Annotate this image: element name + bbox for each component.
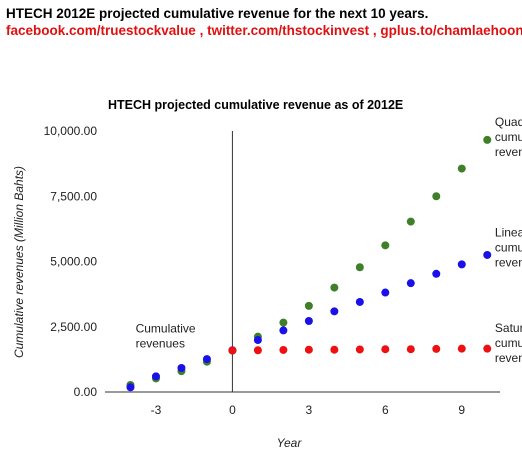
data-point	[355, 297, 364, 306]
y-axis-label: Cumulative revenues (Million Bahts)	[12, 166, 26, 358]
data-point	[483, 344, 492, 353]
data-point	[228, 346, 237, 355]
y-tick-label: 5,000.00	[50, 255, 97, 269]
data-point	[432, 269, 441, 278]
chart-title: HTECH projected cumulative revenue as of…	[108, 98, 403, 112]
y-tick-label: 7,500.00	[50, 189, 97, 203]
data-point	[483, 250, 492, 259]
annotation-line: Cumulative	[136, 321, 196, 335]
data-point	[381, 241, 390, 250]
data-point	[381, 345, 390, 354]
y-tick-label: 0.00	[74, 385, 98, 399]
data-point	[151, 372, 160, 381]
data-point	[355, 263, 364, 272]
series-annotation: Quadraticcumulativerevenues	[495, 115, 522, 159]
x-tick-label: -3	[151, 403, 162, 417]
data-point	[406, 217, 415, 226]
data-point	[253, 336, 262, 345]
data-point	[279, 318, 288, 327]
page-title: HTECH 2012E projected cumulative revenue…	[6, 6, 429, 21]
annotation-line: revenues	[495, 145, 522, 159]
data-point	[483, 135, 492, 144]
series-annotation: Linearcumulativerevenues	[495, 226, 522, 270]
x-tick-label: 0	[229, 403, 236, 417]
annotation-line: cumulative	[495, 241, 522, 255]
data-point	[381, 288, 390, 297]
chart-axes: -3 0 3 6 9 0.00 2,500.00 5,000.00 7,500.00 10,000…	[44, 124, 500, 417]
series-5	[228, 344, 492, 355]
y-tick-label: 2,500.00	[50, 320, 97, 334]
data-point	[279, 326, 288, 335]
data-point	[457, 260, 466, 269]
data-point	[304, 345, 313, 354]
data-point	[432, 344, 441, 353]
data-point	[330, 283, 339, 292]
annotation-line: cumulative	[495, 336, 522, 350]
data-point	[126, 383, 135, 392]
data-point	[406, 345, 415, 354]
data-point	[457, 164, 466, 173]
chart-annotations: QuadraticcumulativerevenuesLinearcumulat…	[136, 115, 522, 365]
social-links[interactable]: facebook.com/truestockvalue , twitter.co…	[6, 23, 522, 38]
annotation-line: revenues	[495, 256, 522, 270]
series-annotation: Cumulative revenues	[136, 321, 196, 350]
data-point	[355, 345, 364, 354]
annotation-line: revenues	[136, 336, 185, 350]
annotation-line: Saturated	[495, 321, 522, 335]
series-annotation: Saturatedcumulativerevenues	[495, 321, 522, 365]
series-2	[126, 355, 211, 392]
chart-marks	[126, 135, 492, 392]
data-point	[457, 344, 466, 353]
data-point	[177, 363, 186, 372]
y-tick-label: 10,000.00	[44, 124, 98, 138]
x-tick-label: 6	[382, 403, 389, 417]
data-point	[253, 346, 262, 355]
x-tick-label: 3	[306, 403, 313, 417]
annotation-line: Linear	[495, 226, 522, 240]
data-point	[202, 355, 211, 364]
series-3	[253, 135, 492, 341]
annotation-line: cumulative	[495, 130, 522, 144]
data-point	[330, 345, 339, 354]
annotation-line: revenues	[495, 351, 522, 365]
x-tick-label: 9	[458, 403, 465, 417]
x-axis-label: Year	[277, 436, 303, 450]
data-point	[406, 279, 415, 288]
data-point	[432, 192, 441, 201]
annotation-line: Quadratic	[495, 115, 522, 129]
data-point	[330, 307, 339, 316]
data-point	[279, 345, 288, 354]
data-point	[304, 317, 313, 326]
data-point	[304, 301, 313, 310]
